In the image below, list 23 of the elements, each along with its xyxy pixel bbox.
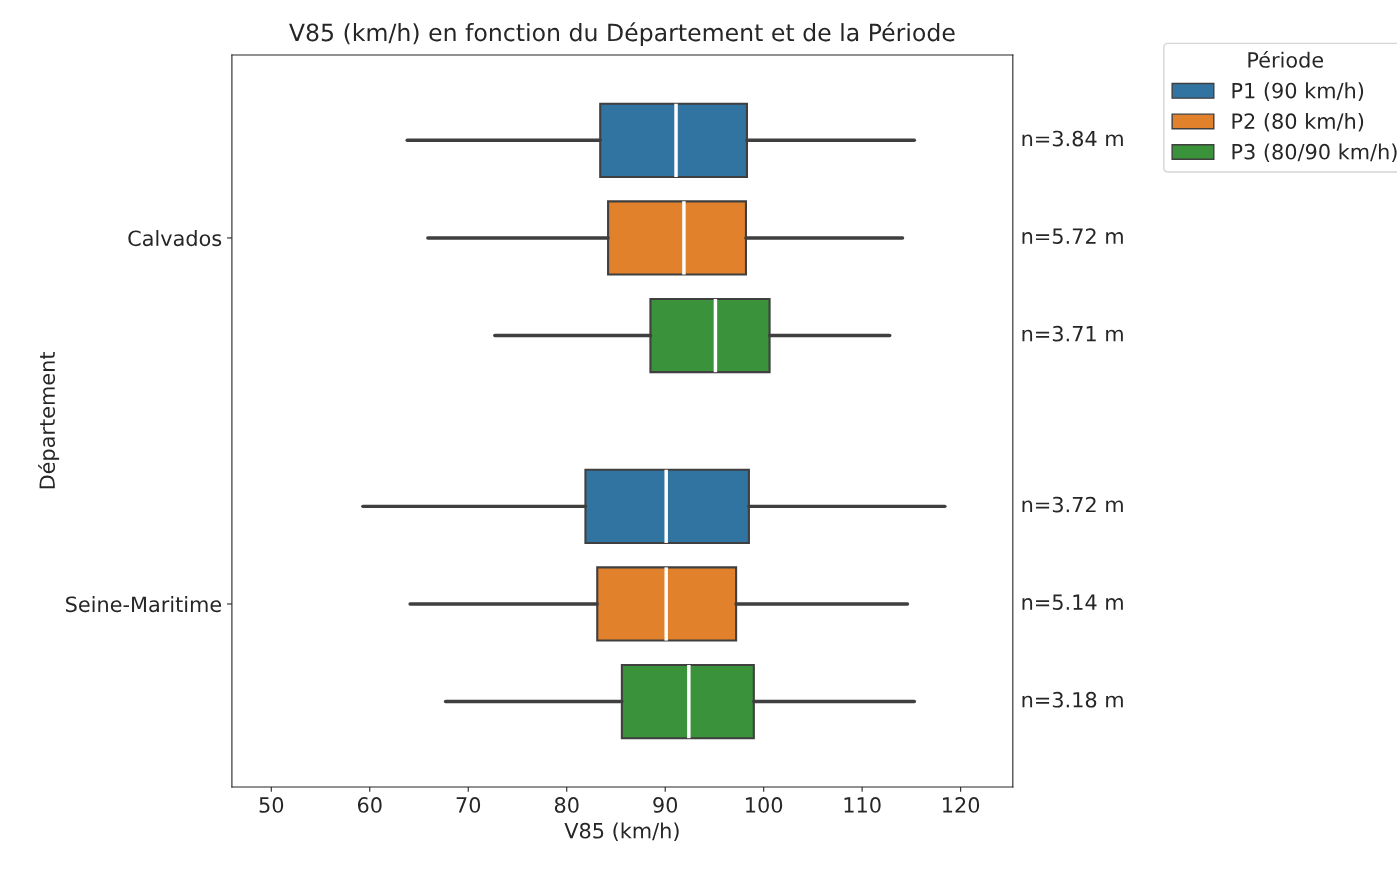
x-tick-label: 110 — [844, 797, 881, 813]
y-tick-label: Seine-Maritime — [66, 596, 222, 613]
legend-label: P3 (80/90 km/h) — [1232, 143, 1397, 163]
legend-title: Période — [1248, 50, 1324, 68]
legend-label: P2 (80 km/h) — [1232, 112, 1364, 132]
x-axis-title: V85 (km/h) — [564, 822, 679, 841]
text: n=3.84 m — [1022, 130, 1123, 147]
x-tick-label: 60 — [357, 797, 382, 813]
text: n=5.72 m — [1022, 228, 1123, 244]
x-tick-label: 80 — [554, 797, 579, 813]
text: n=3.72 m — [1022, 496, 1123, 513]
text: n=3.71 m — [1022, 325, 1123, 342]
y-axis-title: Département — [38, 352, 60, 489]
text: n=5.14 m — [1022, 594, 1123, 611]
x-tick-label: 90 — [653, 797, 678, 813]
text: n=3.18 m — [1022, 691, 1123, 708]
x-tick-label: 100 — [746, 797, 783, 813]
chart-title: V85 (km/h) en fonction du Département et de la Période — [289, 22, 955, 46]
x-tick-label: 50 — [259, 797, 284, 813]
y-tick-label: Calvados — [128, 230, 222, 247]
legend-label: P1 (90 km/h) — [1232, 82, 1364, 101]
x-tick-label: 70 — [456, 797, 481, 813]
x-tick-label: 120 — [943, 797, 980, 813]
